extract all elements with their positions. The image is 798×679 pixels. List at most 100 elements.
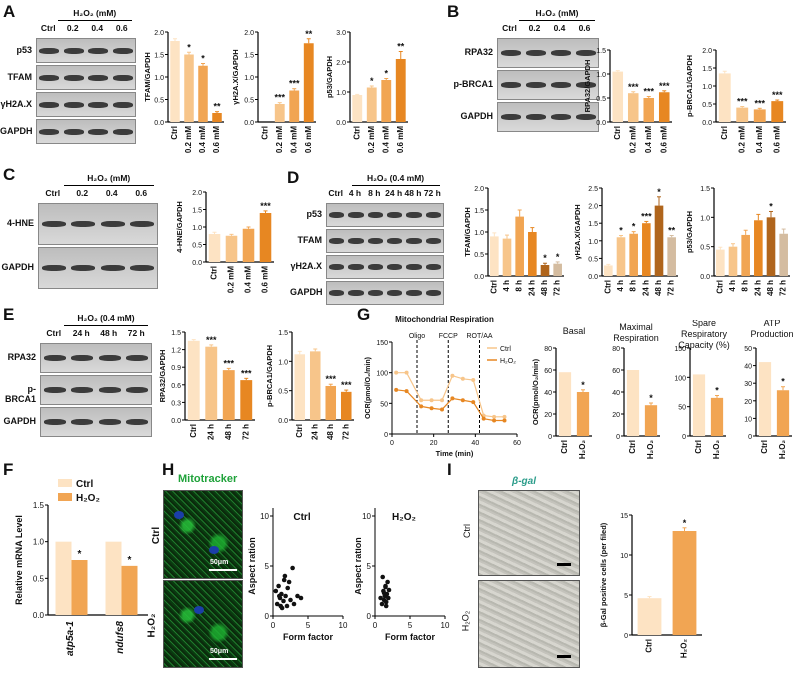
significance-label: *** [223, 358, 234, 368]
chart-d-p53: 0.0 0.5 1.0 1.5 Ctrl 4 h 8 h 24 h * 48 h 72 h p53/G… [685, 186, 790, 296]
category-label: Ctrl [760, 440, 769, 454]
significance-label: ** [305, 29, 313, 39]
data-point [380, 574, 385, 580]
panel-letter-i: I [447, 460, 452, 479]
chart-g-respiration: Mitochondrial Respiration 0 50 100 150 0 20 40 6… [365, 315, 521, 458]
category-label: Ctrl [352, 126, 361, 140]
blot-lane-label: Ctrl [45, 188, 61, 198]
scale-bar [557, 655, 571, 658]
category-label: 72 h [667, 280, 676, 296]
category-label: H₂O₂ [578, 440, 587, 460]
blot-band [575, 50, 596, 56]
category-label: 0.6 mM [772, 126, 781, 153]
blot-band [525, 114, 546, 120]
y-tick-label: 40 [744, 364, 752, 371]
blot-strip [326, 203, 444, 227]
blot-band [328, 264, 345, 270]
bar [667, 237, 676, 276]
category-label: 72 h [779, 280, 788, 296]
injection-label: FCCP [439, 333, 458, 340]
bar [558, 372, 572, 436]
blot-band [425, 290, 442, 296]
blot-lane-label: 0.6 [115, 23, 128, 33]
bar [184, 54, 194, 122]
injection-label: Oligo [409, 333, 425, 340]
significance-label: *** [772, 90, 783, 100]
chart-title: Respiration [613, 333, 659, 343]
y-tick-label: 1.0 [700, 215, 710, 222]
blot-header-rule [519, 20, 595, 21]
chart-c-4hne: 0.0 0.5 1.0 1.5 2.0 Ctrl 0.2 mM 0.4 mM *** 0.6 mM… [175, 190, 274, 293]
category-label: Ctrl [694, 440, 703, 454]
panel-letter-f: F [3, 460, 14, 479]
significance-label: * [781, 377, 785, 387]
y-tick-label: 2.0 [154, 30, 164, 37]
panel-letter-a: A [3, 2, 16, 21]
blot-band [406, 212, 422, 218]
y-axis-label: Aspect ration [247, 537, 257, 595]
significance-label: * [632, 222, 636, 232]
bar [758, 362, 772, 436]
y-tick-label: 60 [612, 368, 620, 375]
y-tick-label: 0 [616, 434, 620, 441]
blot-band [63, 74, 84, 81]
x-tick-label: 0 [390, 440, 394, 447]
chart-title: Basal [563, 326, 586, 336]
category-label: ndufs8 [115, 621, 126, 654]
blot-band [112, 101, 133, 108]
x-tick-label: 10 [339, 621, 348, 630]
y-tick-label: 0 [682, 434, 686, 441]
bar [242, 228, 255, 262]
blot-protein-label: RPA32 [464, 47, 493, 57]
chart-g-spare: 0 50 100 150 Ctrl * H₂O₂ SpareRespiratoryCapaci… [674, 320, 729, 459]
category-label: atp5a-1 [65, 621, 76, 656]
y-tick-label: 0 [367, 612, 372, 621]
bar [289, 90, 300, 122]
blot-lane-label: 0.4 [105, 188, 118, 198]
y-tick-label: 1.5 [244, 53, 254, 60]
y-tick-label: 1.0 [278, 359, 288, 366]
chart-h-scatter-ctrl: Ctrl 0 5 10 0 5 10 Form factor Aspect ration [247, 508, 348, 642]
chart-i-bgal: 0 5 10 15 Ctrl * H₂O₂ β-Gal positive cells (per… [599, 513, 702, 659]
data-point [404, 389, 409, 394]
blot-strip [40, 343, 152, 373]
blot-strip [36, 38, 136, 63]
bar [325, 385, 337, 420]
significance-label: * [683, 518, 687, 528]
significance-label: ** [668, 226, 676, 236]
bar [771, 101, 784, 122]
category-label: 24 h [753, 280, 762, 296]
category-label: 48 h [224, 424, 233, 440]
blot-band [88, 74, 109, 81]
bar [366, 87, 377, 122]
category-label: 0.4 mM [755, 126, 764, 153]
blot-band [550, 50, 571, 56]
category-label: H₂O₂ [680, 639, 689, 659]
category-label: 0.4 mM [244, 266, 253, 293]
x-axis-label: Time (min) [436, 449, 474, 458]
blot-band [575, 114, 596, 120]
bar [225, 235, 238, 262]
significance-label: *** [206, 335, 217, 345]
blot-band [130, 221, 155, 227]
blot-band [63, 101, 84, 108]
y-tick-label: 1.5 [588, 221, 598, 228]
blot-lane-label: 0.2 [66, 23, 79, 33]
blot-band [550, 82, 571, 88]
category-label: 0.4 mM [644, 126, 653, 153]
y-tick-label: 10 [362, 512, 371, 521]
chart-title: Ctrl [293, 512, 310, 523]
y-tick-label: 0 [548, 434, 552, 441]
legend-swatch [58, 493, 72, 501]
y-tick-label: 0.5 [192, 243, 202, 250]
nucleus-marker [194, 606, 204, 614]
data-point [277, 593, 282, 599]
y-axis-label: TFAM/GAPDH [143, 52, 152, 102]
y-tick-label: 0.0 [336, 120, 346, 127]
blot-header-rule [64, 325, 148, 326]
category-label: Ctrl [645, 639, 654, 653]
y-tick-label: 0.5 [33, 574, 45, 583]
category-label: 8 h [629, 280, 638, 292]
bgal-row-label-h2o2: H₂O₂ [460, 610, 471, 632]
data-point [290, 565, 295, 571]
